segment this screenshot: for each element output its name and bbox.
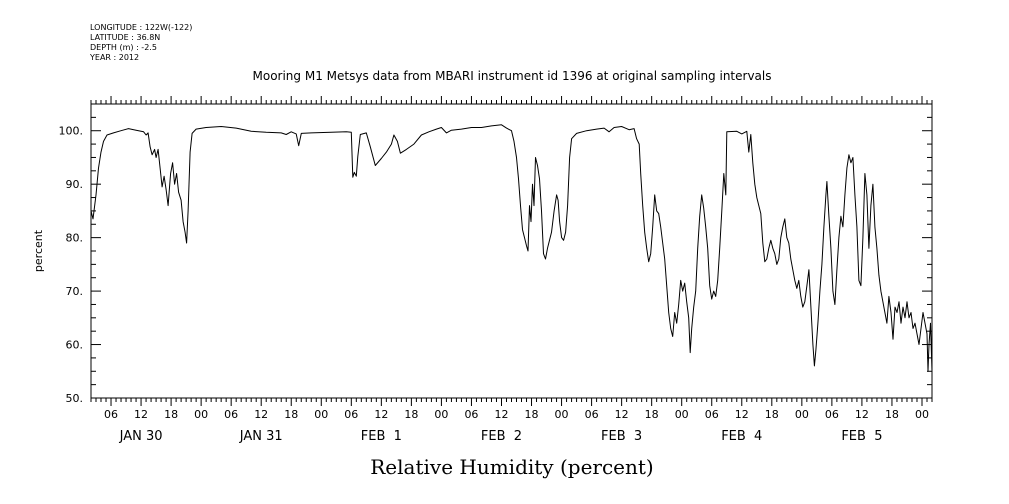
x-tick-label: 12 [254,408,268,421]
x-tick-label: 18 [645,408,659,421]
x-tick-label: 06 [825,408,839,421]
meta-line-year: YEAR : 2012 [89,53,139,62]
meta-line-longitude: LONGITUDE : 122W(-122) [90,23,192,32]
x-axis-title: Relative Humidity (percent) [370,455,653,479]
y-tick-label: 90. [66,178,84,191]
x-day-label: JAN 31 [239,429,283,444]
x-tick-label: 06 [585,408,599,421]
y-tick-label: 50. [66,392,84,405]
x-tick-label: 18 [284,408,298,421]
x-tick-label: 12 [134,408,148,421]
x-tick-label: 00 [915,408,929,421]
x-tick-label: 06 [705,408,719,421]
x-tick-label: 18 [164,408,178,421]
x-tick-label: 18 [885,408,899,421]
x-tick-label: 06 [464,408,478,421]
x-tick-label: 06 [104,408,118,421]
x-axis: 06 12 18 00 06 12 18 00 06 12 18 00 06 12 18 00 06 12 18 00… [90,96,933,444]
y-tick-label: 70. [66,285,84,298]
chart-title: Mooring M1 Metsys data from MBARI instru… [253,69,772,83]
x-tick-label: 12 [855,408,869,421]
x-day-label: FEB 3 [601,429,642,444]
x-tick-label: 12 [615,408,629,421]
humidity-series-line [90,124,933,372]
x-tick-label: 00 [434,408,448,421]
x-tick-label: 12 [494,408,508,421]
x-tick-label: 00 [194,408,208,421]
y-axis-label: percent [32,229,45,272]
x-tick-label: 06 [344,408,358,421]
meta-line-latitude: LATITUDE : 36.8N [90,33,160,42]
y-tick-label: 80. [66,232,84,245]
x-tick-label: 18 [404,408,418,421]
series-layer [90,124,933,372]
x-day-label: FEB 5 [841,429,882,444]
x-tick-label: 00 [795,408,809,421]
x-tick-label: 18 [525,408,539,421]
x-tick-label: 00 [555,408,569,421]
x-tick-label: 00 [314,408,328,421]
meta-line-depth: DEPTH (m) : -2.5 [90,43,157,52]
x-tick-label: 00 [675,408,689,421]
x-day-label: FEB 1 [361,429,402,444]
x-tick-label: 12 [735,408,749,421]
x-day-label: FEB 2 [481,429,522,444]
x-tick-label: 06 [224,408,238,421]
x-day-label: FEB 4 [721,429,762,444]
x-day-label: JAN 30 [119,429,163,444]
plot-frame [90,103,933,399]
y-tick-label: 100. [59,125,84,138]
y-axis: 50. 60. 70. 80. 90. 100. [59,103,932,405]
metadata-block: LONGITUDE : 122W(-122) LATITUDE : 36.8N … [89,23,192,62]
x-tick-label: 18 [765,408,779,421]
y-tick-label: 60. [66,339,84,352]
x-tick-label: 12 [374,408,388,421]
